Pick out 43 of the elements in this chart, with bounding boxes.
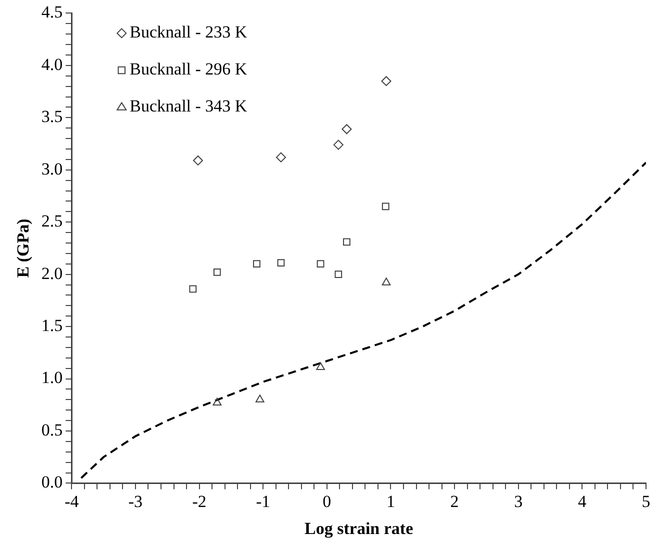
line-series: [80, 162, 646, 479]
point: [276, 152, 286, 162]
y-tick-label: 1.0: [41, 368, 63, 388]
x-tick-label: 4: [578, 492, 587, 511]
point: [277, 259, 285, 267]
legend-label: Bucknall - 296 K: [130, 60, 248, 79]
x-axis-title: Log strain rate: [304, 519, 414, 538]
x-tick-label: 0: [322, 492, 332, 511]
x-tick-label: 5: [642, 492, 650, 511]
point: [334, 270, 342, 278]
x-tick-label: -2: [192, 492, 206, 511]
y-tick-label: 1.5: [41, 316, 63, 335]
point: [253, 260, 260, 268]
x-tick-label: 3: [514, 492, 523, 511]
y-tick-label: 4.0: [41, 54, 63, 74]
point: [213, 268, 221, 276]
point: [382, 202, 390, 210]
point: [316, 260, 324, 268]
y-axis-title: E (GPa): [14, 218, 33, 278]
x-tick-label: 1: [386, 492, 395, 511]
y-tick-label: 0.0: [41, 472, 63, 492]
point: [333, 140, 344, 150]
x-tick-label: -1: [256, 492, 270, 511]
y-tick-label: 2.0: [41, 264, 63, 283]
point: [382, 278, 391, 286]
point: [316, 362, 325, 370]
point: [343, 238, 350, 246]
y-tick-label: 3.0: [41, 159, 63, 178]
x-tick-label: -3: [128, 492, 143, 511]
x-tick-label: -4: [64, 492, 80, 511]
legend-label: Bucknall - 233 K: [130, 22, 248, 42]
y-tick-label: 4.5: [41, 2, 63, 22]
point: [189, 285, 197, 293]
point: [256, 394, 264, 402]
point: [193, 155, 204, 166]
point: [212, 398, 222, 406]
y-tick-label: 0.5: [41, 420, 63, 440]
x-tick-label: 2: [450, 492, 459, 511]
point: [342, 124, 352, 134]
y-tick-label: 2.5: [41, 212, 63, 231]
y-tick-label: 3.5: [41, 107, 63, 126]
point: [381, 76, 392, 86]
legend-label: Bucknall - 343 K: [130, 96, 248, 116]
